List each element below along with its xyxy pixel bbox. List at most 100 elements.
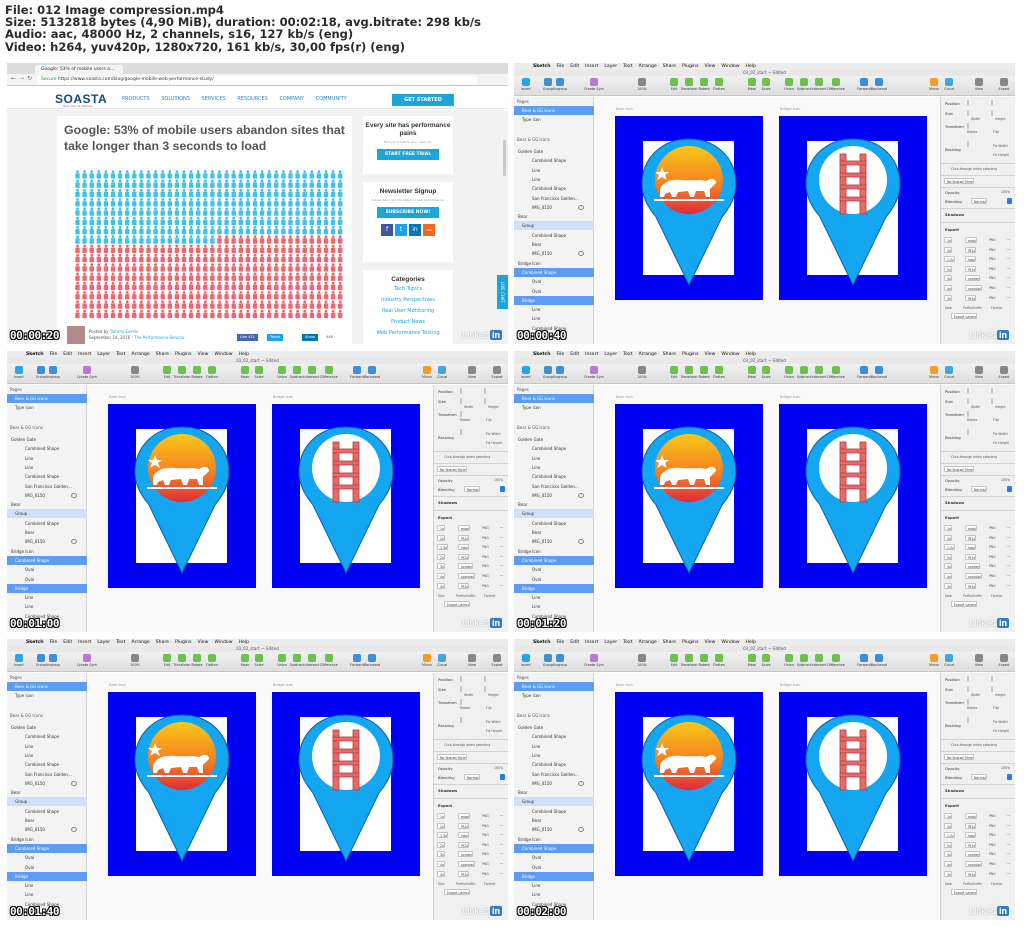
layer-row[interactable]: Oval — [514, 853, 594, 862]
layer-row[interactable]: Bridge — [514, 583, 594, 593]
export-size-field[interactable]: 1x — [944, 237, 952, 243]
x-field[interactable] — [967, 676, 969, 682]
export-suffix-field[interactable]: mdpi — [965, 237, 978, 243]
layer-row[interactable]: Bridge Icon — [514, 259, 594, 268]
layer-row[interactable]: IMG_0150 — [514, 491, 594, 500]
toolbar-mask-button[interactable]: Mask — [235, 654, 255, 668]
layer-row[interactable]: Group — [514, 797, 594, 807]
layer-row[interactable]: Oval — [7, 863, 87, 872]
menu-file[interactable]: File — [556, 640, 565, 645]
export-suffix-field[interactable]: @3x — [965, 870, 977, 877]
layer-row[interactable]: Combined Shape — [514, 760, 594, 769]
remove-export-icon[interactable]: — — [500, 832, 504, 837]
menu-help[interactable]: Help — [745, 64, 756, 69]
linkedin-share-button[interactable]: Share — [302, 334, 319, 341]
nav-products[interactable]: PRODUCTS — [122, 96, 150, 102]
toolbar-flatten-button[interactable]: Flatten — [202, 366, 222, 380]
page-item[interactable]: Bear & GG Icons — [514, 106, 594, 115]
toolbar-intersect-button[interactable]: Intersect — [302, 654, 322, 668]
facebook-icon[interactable]: f — [381, 224, 393, 236]
export-size-field[interactable]: 2x — [437, 841, 445, 848]
export-suffix-field[interactable]: @2x — [965, 265, 977, 272]
bear-pin-icon[interactable] — [638, 137, 740, 287]
export-format[interactable]: PNG — [989, 535, 996, 540]
export-format[interactable]: PNG — [482, 823, 489, 828]
fix-height-checkbox[interactable]: Fix Height — [993, 441, 1009, 445]
export-suffix-field[interactable]: @2x — [458, 822, 470, 829]
remove-export-icon[interactable]: — — [1007, 563, 1011, 568]
export-size-field[interactable]: 3x — [944, 851, 952, 858]
bridge-pin-icon[interactable] — [295, 425, 397, 575]
export-suffix-field[interactable]: mdpi — [458, 813, 471, 819]
layer-row[interactable]: IMG_0150 — [514, 249, 594, 258]
toolbar-create-symbol-button[interactable]: Create Symbol — [584, 78, 604, 92]
layer-row[interactable]: Bridge — [514, 295, 594, 305]
layer-row[interactable]: Golden Gate — [7, 435, 87, 444]
toolbar-rotate-button[interactable]: Rotate — [694, 366, 714, 380]
blending-dropdown-icon[interactable] — [500, 486, 505, 492]
click-through-checkbox[interactable]: Click-through when selecting — [951, 743, 998, 747]
layer-row[interactable]: Combined Shape — [7, 519, 87, 528]
toolbar-mask-button[interactable]: Mask — [742, 654, 762, 668]
layer-row[interactable]: Combined Shape — [514, 900, 594, 909]
toolbar-forward-button[interactable]: Forward — [854, 78, 874, 92]
menu-edit[interactable]: Edit — [63, 640, 73, 645]
toolbar-subtract-button[interactable]: Subtract — [287, 654, 307, 668]
export-suffix-field[interactable]: hdpi — [965, 832, 976, 839]
toolbar-forward-button[interactable]: Forward — [854, 654, 874, 668]
remove-export-icon[interactable]: — — [1007, 256, 1011, 261]
toolbar-mirror-button[interactable]: Mirror — [924, 366, 944, 380]
menu-window[interactable]: Window — [214, 640, 233, 645]
layer-row[interactable]: San Francisco Golden... — [514, 194, 594, 203]
export-suffix-field[interactable]: @2x — [965, 841, 977, 848]
menu-edit[interactable]: Edit — [570, 64, 580, 69]
category-testing[interactable]: Web Performance Testing — [376, 330, 440, 336]
layer-row[interactable]: Combined Shape — [7, 612, 87, 621]
toolbar-mirror-button[interactable]: Mirror — [924, 654, 944, 668]
layer-row[interactable]: Combined Shape — [514, 184, 594, 193]
export-suffix-field[interactable]: @2x — [458, 553, 470, 560]
remove-export-icon[interactable]: — — [500, 544, 504, 549]
remove-export-icon[interactable]: — — [500, 841, 504, 846]
x-field[interactable] — [460, 388, 462, 394]
artboard-bear-icon[interactable] — [108, 692, 256, 876]
export-suffix-field[interactable]: @3x — [965, 582, 977, 589]
category-rum[interactable]: Real User Monitoring — [381, 308, 435, 314]
toolbar-edit-button[interactable]: Edit — [664, 366, 684, 380]
toolbar-group-button[interactable]: Group — [538, 78, 558, 92]
layer-row[interactable]: Bridge — [7, 871, 87, 881]
layer-row[interactable]: Golden Gate — [514, 435, 594, 444]
remove-export-icon[interactable]: — — [500, 870, 504, 875]
menu-edit[interactable]: Edit — [570, 352, 580, 357]
export-layers-button[interactable]: Export Layers — [951, 601, 977, 607]
layer-row[interactable]: Bridge Icon — [514, 547, 594, 556]
layer-row[interactable]: Line — [7, 593, 87, 602]
toolbar-transform-button[interactable]: Transform — [172, 366, 192, 380]
toolbar-difference-button[interactable]: Difference — [826, 78, 846, 92]
canvas[interactable]: Bear Icon Bridge Icon — [595, 97, 939, 344]
toolbar-mask-button[interactable]: Mask — [235, 366, 255, 380]
layer-row[interactable]: Bear & GG Icons — [514, 423, 594, 432]
back-arrow-icon[interactable]: ← — [11, 75, 17, 82]
rotate-field[interactable] — [460, 411, 462, 417]
layer-row[interactable]: Oval — [7, 565, 87, 574]
artboard-label-bear[interactable]: Bear Icon — [109, 683, 127, 687]
eye-icon[interactable] — [578, 780, 584, 786]
blending-select[interactable]: Normal — [971, 486, 987, 492]
toolbar-intersect-button[interactable]: Intersect — [809, 366, 829, 380]
export-format[interactable]: PNG — [989, 545, 996, 550]
artboard-bear-icon[interactable] — [615, 404, 763, 588]
menu-insert[interactable]: Insert — [585, 640, 599, 645]
menu-arrange[interactable]: Arrange — [638, 352, 657, 357]
toolbar-difference-button[interactable]: Difference — [319, 654, 339, 668]
toolbar-mask-button[interactable]: Mask — [742, 78, 762, 92]
canvas[interactable]: Bear Icon Bridge Icon — [88, 673, 432, 920]
export-format[interactable]: PNG — [989, 286, 996, 290]
export-suffix-field[interactable]: hdpi — [458, 544, 469, 551]
export-suffix-field[interactable]: mdpi — [965, 525, 978, 531]
height-field[interactable] — [484, 686, 486, 692]
toolbar-flatten-button[interactable]: Flatten — [709, 78, 729, 92]
export-format[interactable]: PNG — [482, 862, 489, 866]
layer-row[interactable]: Golden Gate — [514, 723, 594, 732]
shared-style-select[interactable]: No Shared Style — [944, 466, 974, 472]
